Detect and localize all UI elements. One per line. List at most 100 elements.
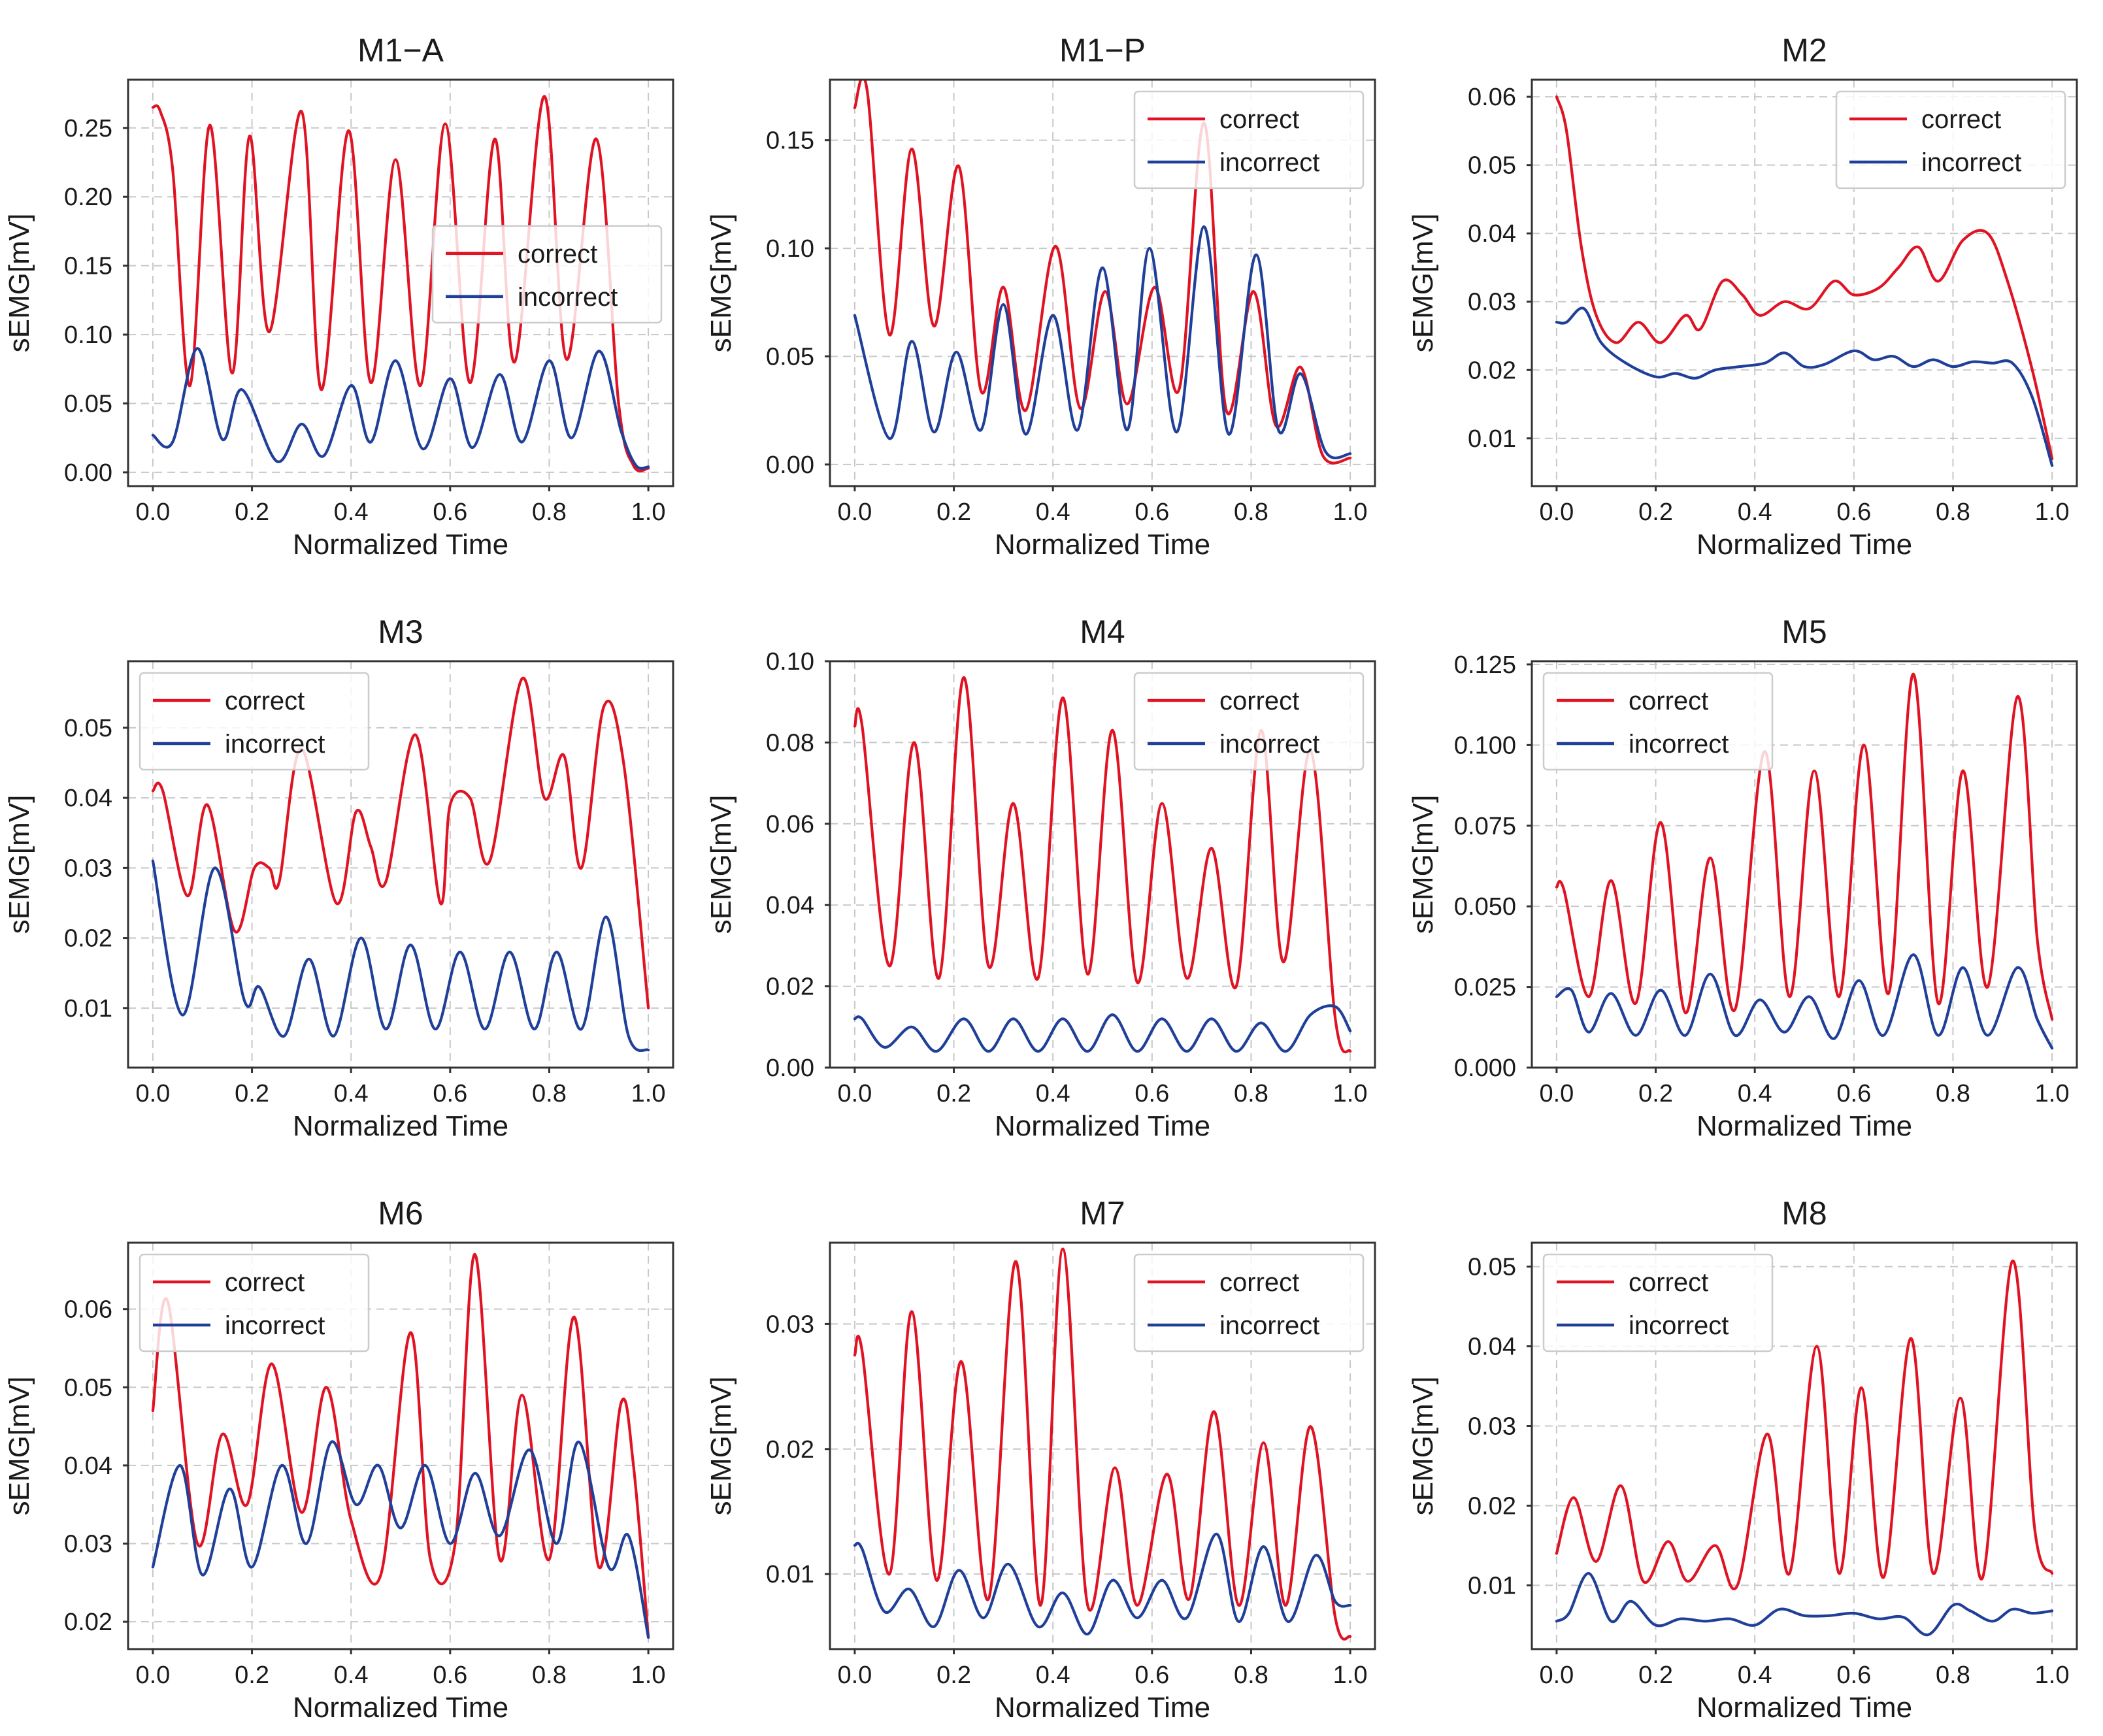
series-group	[1555, 672, 2054, 1050]
chart-panel: M2 0.0 0.2 0.4 0.6 0.8 1.0 0.01 0.02 0.03 0.04 0.05…	[1407, 32, 2078, 561]
y-axis-label: sEMG[mV]	[705, 214, 737, 353]
x-tick-label: 0.6	[1134, 499, 1169, 526]
x-axis-label: Normalized Time	[995, 1692, 1210, 1724]
x-tick-label: 0.4	[1036, 1662, 1070, 1689]
chart-panel: M3 0.0 0.2 0.4 0.6 0.8 1.0 0.01 0.02 0.03 0.04 0.05…	[3, 614, 674, 1142]
legend-label-correct: correct	[518, 240, 597, 269]
y-axis-label: sEMG[mV]	[1407, 795, 1439, 934]
plot-frame	[1531, 660, 2078, 1069]
legend: correct incorrect	[1542, 672, 1774, 771]
x-tick-label: 0.2	[235, 1662, 269, 1689]
x-tick-label: 0.0	[1539, 499, 1574, 526]
x-tick-label: 1.0	[2035, 1080, 2070, 1107]
series-line-incorrect	[151, 347, 650, 470]
x-tick-label: 0.4	[1738, 1080, 1772, 1107]
x-tick-label: 0.2	[936, 499, 971, 526]
y-axis-label: sEMG[mV]	[705, 1377, 737, 1516]
series-line-incorrect	[1555, 953, 2054, 1050]
x-tick-label: 0.8	[1234, 499, 1268, 526]
legend-box	[1835, 90, 2066, 189]
x-axis-label: Normalized Time	[1697, 1692, 1912, 1724]
x-tick-label: 0.8	[1234, 1662, 1268, 1689]
series-group	[853, 80, 1352, 465]
chart-title: M1−A	[357, 32, 444, 69]
plot-frame	[127, 1241, 674, 1650]
x-tick-label: 0.2	[1638, 499, 1673, 526]
chart-panel: M8 0.0 0.2 0.4 0.6 0.8 1.0 0.01 0.02 0.03 0.04 0.05…	[1407, 1195, 2078, 1724]
y-tick-label: 0.04	[64, 785, 112, 812]
x-axis-label: Normalized Time	[293, 529, 508, 561]
legend-box	[139, 672, 370, 771]
legend-label-correct: correct	[1629, 1268, 1708, 1297]
y-tick-label: 0.00	[766, 1055, 814, 1082]
x-tick-label: 0.2	[936, 1662, 971, 1689]
y-tick-label: 0.02	[64, 1609, 112, 1636]
chart-title: M1−P	[1059, 32, 1146, 69]
series-line-incorrect	[151, 859, 650, 1052]
x-tick-label: 0.4	[334, 1662, 369, 1689]
y-axis-label: sEMG[mV]	[705, 795, 737, 934]
x-tick-label: 0.4	[334, 499, 369, 526]
y-tick-label: 0.05	[1468, 152, 1516, 180]
legend-box	[1133, 672, 1365, 771]
y-tick-label: 0.025	[1454, 974, 1516, 1002]
x-axis-label: Normalized Time	[1697, 529, 1912, 561]
chart-title: M4	[1080, 614, 1125, 650]
x-tick-label: 0.0	[1539, 1080, 1574, 1107]
legend-label-correct: correct	[1219, 105, 1299, 134]
series-line-correct	[853, 676, 1352, 1054]
y-tick-label: 0.05	[64, 715, 112, 742]
plot-frame	[127, 78, 674, 487]
x-tick-label: 0.6	[1836, 1080, 1871, 1107]
x-tick-label: 0.0	[1539, 1662, 1574, 1689]
legend-label-correct: correct	[1921, 105, 2001, 134]
series-line-correct	[151, 1253, 650, 1639]
x-tick-label: 0.6	[433, 1662, 467, 1689]
plot-frame	[829, 78, 1376, 487]
chart-panel: M6 0.0 0.2 0.4 0.6 0.8 1.0 0.02 0.03 0.04 0.05 0.06…	[3, 1195, 674, 1724]
y-tick-label: 0.15	[766, 127, 814, 155]
legend-label-correct: correct	[1219, 1268, 1299, 1297]
x-tick-label: 0.6	[1134, 1080, 1169, 1107]
y-tick-label: 0.06	[1468, 84, 1516, 111]
x-tick-label: 0.4	[1738, 1662, 1772, 1689]
y-tick-label: 0.03	[1468, 1413, 1516, 1441]
x-tick-label: 1.0	[631, 1662, 666, 1689]
x-tick-label: 1.0	[1333, 1080, 1368, 1107]
y-tick-label: 0.02	[766, 974, 814, 1001]
x-tick-label: 0.6	[433, 1080, 467, 1107]
chart-panel: M1−A 0.0 0.2 0.4 0.6 0.8 1.0 0.00 0.05 0.10 0.15 0.…	[3, 32, 674, 561]
x-tick-label: 0.0	[837, 1080, 872, 1107]
series-line-incorrect	[1555, 306, 2054, 467]
y-axis-label: sEMG[mV]	[3, 795, 35, 934]
legend: correct incorrect	[1542, 1253, 1774, 1352]
y-axis-label: sEMG[mV]	[1407, 1377, 1439, 1516]
y-tick-label: 0.04	[1468, 220, 1516, 248]
chart-panel: M5 0.0 0.2 0.4 0.6 0.8 1.0 0.000 0.025 0.050 0.075…	[1407, 614, 2078, 1142]
y-tick-label: 0.10	[64, 321, 112, 349]
y-tick-label: 0.02	[766, 1436, 814, 1464]
series-line-correct	[151, 676, 650, 1009]
x-tick-label: 0.0	[135, 499, 170, 526]
y-tick-label: 0.04	[1468, 1334, 1516, 1361]
y-tick-label: 0.10	[766, 235, 814, 263]
x-tick-label: 0.8	[532, 1662, 567, 1689]
x-tick-label: 0.8	[1936, 499, 1970, 526]
legend-box	[139, 1253, 370, 1352]
y-tick-label: 0.125	[1454, 651, 1516, 679]
chart-title: M2	[1781, 32, 1827, 69]
series-group	[151, 1253, 650, 1639]
x-axis-label: Normalized Time	[995, 529, 1210, 561]
y-tick-label: 0.20	[64, 184, 112, 211]
chart-title: M3	[378, 614, 423, 650]
legend-label-incorrect: incorrect	[518, 283, 618, 312]
x-tick-label: 0.2	[235, 499, 269, 526]
series-line-incorrect	[853, 225, 1352, 460]
x-tick-label: 0.2	[1638, 1662, 1673, 1689]
y-tick-label: 0.01	[766, 1561, 814, 1588]
legend-box	[1133, 90, 1365, 189]
x-tick-label: 0.2	[235, 1080, 269, 1107]
x-tick-label: 0.2	[936, 1080, 971, 1107]
x-tick-label: 1.0	[2035, 1662, 2070, 1689]
x-tick-label: 1.0	[1333, 1662, 1368, 1689]
